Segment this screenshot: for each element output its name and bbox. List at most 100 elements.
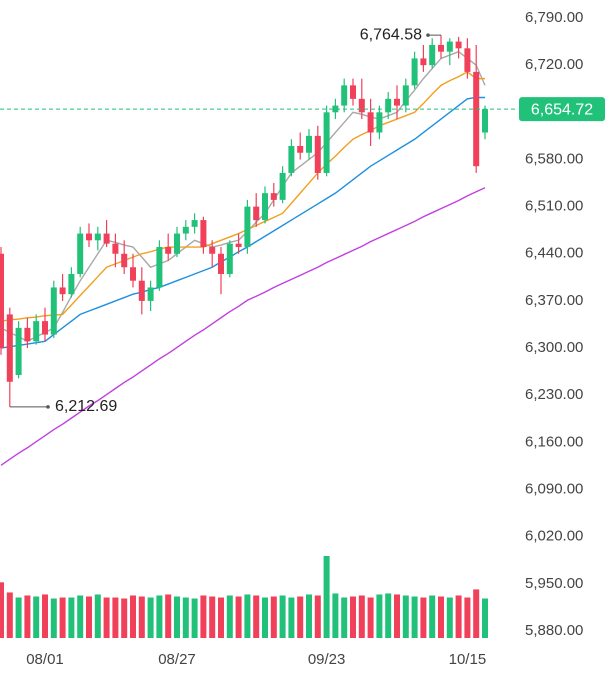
- candle-body: [367, 112, 374, 133]
- volume-bar: [270, 596, 277, 638]
- volume-bar: [235, 596, 242, 638]
- moving-average: [0, 96, 485, 349]
- moving-average: [0, 50, 486, 343]
- y-tick-label: 6,370.00: [525, 292, 583, 309]
- volume-bar: [394, 594, 400, 638]
- volume-bar: [191, 598, 198, 638]
- volume-bar: [358, 595, 365, 638]
- candle-body: [464, 48, 471, 72]
- y-tick-label: 6,020.00: [525, 528, 583, 545]
- volume-bar: [473, 589, 480, 638]
- volume-bar: [200, 595, 207, 638]
- volume-bar: [15, 597, 22, 638]
- y-tick-label: 6,440.00: [525, 245, 583, 262]
- candle-body: [341, 85, 348, 106]
- candle-body: [455, 41, 462, 49]
- volume-bar: [121, 598, 128, 638]
- last-price-box: [519, 97, 605, 122]
- candle-body: [121, 253, 128, 268]
- volume-bar: [6, 592, 13, 638]
- volume-bar: [402, 595, 409, 638]
- y-tick-label: 6,790.00: [525, 9, 583, 26]
- y-tick-label: 6,160.00: [525, 433, 583, 450]
- volume-bar: [94, 594, 101, 638]
- volume-bar: [59, 597, 66, 638]
- candle-body: [182, 226, 189, 234]
- candle-body: [306, 135, 312, 153]
- y-tick-label: 6,090.00: [525, 481, 583, 498]
- y-tick-label: 6,580.00: [525, 150, 583, 167]
- x-tick-label: 08/27: [158, 651, 196, 668]
- volume-bar: [385, 593, 392, 638]
- candle-body: [42, 321, 48, 335]
- high-dot: [426, 33, 430, 37]
- candle-body: [138, 280, 145, 301]
- volume-bar: [367, 597, 374, 638]
- candle-body: [288, 145, 295, 173]
- candle-body: [86, 233, 92, 241]
- low-dot: [46, 405, 50, 409]
- candle-body: [94, 233, 101, 241]
- candle-body: [59, 287, 66, 295]
- volume-bar: [165, 594, 172, 638]
- y-tick-label: 6,510.00: [525, 198, 583, 215]
- volume-bar: [130, 595, 136, 638]
- candle-body: [420, 58, 427, 66]
- volume-bar: [42, 594, 48, 638]
- volume-bar: [156, 595, 163, 638]
- candle-body: [174, 233, 180, 254]
- candle-body: [402, 85, 409, 106]
- candle-body: [323, 112, 330, 173]
- volume-bar: [341, 597, 348, 638]
- volume-bar: [455, 595, 462, 638]
- candle-body: [385, 98, 392, 113]
- candle-body: [332, 105, 339, 113]
- candle-body: [244, 206, 251, 248]
- volume-bar: [446, 597, 453, 638]
- y-tick-label: 6,720.00: [525, 56, 583, 73]
- x-tick-label: 08/01: [26, 651, 64, 668]
- x-tick-label: 09/23: [308, 651, 346, 668]
- volume-bar: [218, 597, 224, 638]
- volume-bar: [112, 597, 119, 638]
- candle-body: [270, 193, 277, 200]
- candle-body: [112, 243, 119, 254]
- volume-bar: [50, 598, 57, 638]
- candle-body: [0, 253, 4, 349]
- volume-bar: [24, 595, 31, 638]
- volume-bar: [376, 594, 383, 638]
- volume-bar: [147, 597, 154, 638]
- candle-body: [200, 220, 207, 248]
- candle-body: [50, 287, 57, 335]
- candle-body: [226, 243, 233, 274]
- volume-bar: [482, 598, 488, 638]
- last-price-label: 6,654.72: [531, 101, 593, 118]
- candle-body: [218, 253, 224, 274]
- candle-body: [253, 206, 260, 221]
- candle-body: [15, 327, 22, 376]
- volume-bar: [297, 596, 304, 638]
- volume-bar: [323, 556, 330, 638]
- y-tick-label: 5,880.00: [525, 622, 583, 639]
- candle-body: [482, 109, 488, 133]
- volume-bar: [174, 596, 180, 638]
- candle-body: [68, 273, 75, 295]
- volume-bar: [288, 597, 295, 638]
- volume-bar: [244, 594, 251, 638]
- candle-body: [376, 112, 383, 133]
- volume-bar: [429, 595, 436, 638]
- volume-bar: [332, 593, 339, 638]
- moving-average: [0, 187, 486, 466]
- volume-bar: [86, 596, 92, 638]
- volume-bar: [209, 596, 216, 638]
- x-tick-label: 10/15: [449, 651, 487, 668]
- volume-bar: [420, 597, 427, 638]
- volume-bar: [226, 595, 233, 638]
- volume-bar: [33, 596, 40, 638]
- candle-body: [191, 220, 198, 227]
- candle-body: [473, 71, 480, 167]
- y-tick-label: 5,950.00: [525, 575, 583, 592]
- candle-body: [6, 314, 13, 382]
- candle-body: [262, 193, 268, 221]
